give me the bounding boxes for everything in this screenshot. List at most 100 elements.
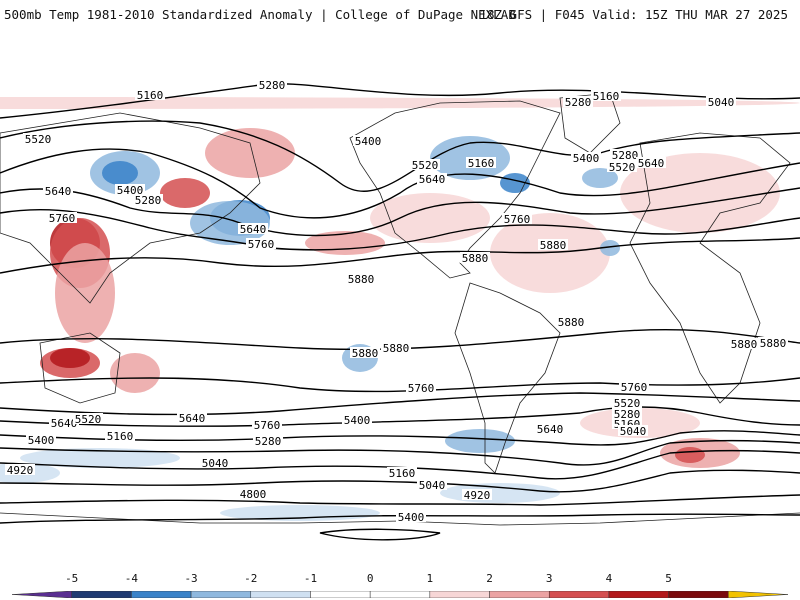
contour-label: 5400 bbox=[28, 434, 55, 447]
contour-label: 5880 bbox=[760, 337, 787, 350]
anomaly-area bbox=[582, 168, 618, 188]
contour-label: 5160 bbox=[107, 430, 134, 443]
colorbar-segment bbox=[369, 591, 431, 598]
contour-label: 5280 bbox=[612, 149, 639, 162]
contour-label: 5880 bbox=[383, 342, 410, 355]
colorbar-tick-label: -3 bbox=[184, 572, 198, 585]
map-header: 500mb Temp 1981-2010 Standardized Anomal… bbox=[0, 0, 800, 32]
colorbar-tick-label: 5 bbox=[665, 572, 672, 585]
contour-label: 5520 bbox=[614, 397, 641, 410]
colorbar-segment bbox=[131, 591, 192, 598]
anomaly-area bbox=[620, 153, 780, 233]
colorbar-tick-label: 3 bbox=[545, 572, 553, 585]
contour-label: 5760 bbox=[254, 419, 281, 432]
contour-label: 5880 bbox=[462, 252, 489, 265]
contour-label: 5400 bbox=[344, 414, 371, 427]
contour-line bbox=[0, 406, 800, 427]
contour-line bbox=[0, 83, 800, 119]
anomaly-area bbox=[20, 448, 180, 468]
contour-label: 5520 bbox=[412, 159, 439, 172]
contour-label: 5400 bbox=[117, 184, 144, 197]
colorbar-segment bbox=[608, 591, 669, 598]
contour-label: 5040 bbox=[419, 479, 446, 492]
colorbar-segment bbox=[429, 591, 490, 598]
contour-line bbox=[0, 148, 800, 219]
anomaly-area bbox=[675, 447, 705, 463]
anomaly-colorbar: -5 -4 -3 -2 -1 0 1 2 3 4 5 bbox=[0, 572, 800, 600]
contour-label: 4920 bbox=[7, 464, 34, 477]
contour-label: 5520 bbox=[609, 161, 636, 174]
contour-line bbox=[0, 392, 800, 416]
height-contours bbox=[0, 83, 800, 541]
contour-label: 5640 bbox=[240, 223, 267, 236]
asia-outline bbox=[0, 112, 261, 304]
contour-label: 5040 bbox=[620, 425, 647, 438]
anomaly-area bbox=[370, 193, 490, 243]
colorbar-segment bbox=[310, 591, 371, 598]
colorbar-tick-label: 1 bbox=[426, 572, 434, 585]
anomaly-area bbox=[160, 178, 210, 208]
anomaly-area bbox=[205, 128, 295, 178]
contour-label: 5040 bbox=[202, 457, 229, 470]
colorbar-tick-label: -1 bbox=[303, 572, 318, 585]
contour-label: 5640 bbox=[45, 185, 72, 198]
contour-line bbox=[0, 328, 800, 351]
contour-line bbox=[0, 120, 800, 192]
colorbar-segment bbox=[190, 591, 252, 598]
anomaly-area bbox=[50, 348, 90, 368]
contour-label: 5160 bbox=[389, 467, 416, 480]
contour-line bbox=[0, 439, 800, 466]
contour-label: 5760 bbox=[49, 212, 76, 225]
contour-label: 4920 bbox=[464, 489, 491, 502]
contour-line bbox=[0, 469, 800, 493]
contour-label: 5880 bbox=[540, 239, 567, 252]
colorbar-segment bbox=[71, 591, 132, 598]
contour-line bbox=[319, 528, 441, 541]
colorbar-segment bbox=[12, 591, 72, 598]
contour-label: 5400 bbox=[355, 135, 382, 148]
colorbar-tick-label: -4 bbox=[124, 572, 138, 585]
contour-label: 5880 bbox=[558, 316, 585, 329]
australia-outline bbox=[39, 332, 121, 404]
contour-label: 5640 bbox=[179, 412, 206, 425]
contour-label: 5880 bbox=[352, 347, 379, 360]
contour-label: 5760 bbox=[504, 213, 531, 226]
contour-label: 5760 bbox=[248, 238, 275, 251]
anomaly-area bbox=[102, 161, 138, 185]
contour-label: 5520 bbox=[75, 413, 102, 426]
colorbar-tick-label: 2 bbox=[486, 572, 493, 585]
colorbar-segment bbox=[728, 591, 788, 598]
contour-label: 5160 bbox=[137, 89, 164, 102]
contour-label: 5280 bbox=[565, 96, 592, 109]
contour-label: 5280 bbox=[259, 79, 286, 92]
contour-label: 5640 bbox=[638, 157, 665, 170]
contour-label: 5880 bbox=[731, 338, 758, 351]
contour-label: 5760 bbox=[621, 381, 648, 394]
anomaly-area bbox=[55, 243, 115, 343]
contour-label: 5400 bbox=[573, 152, 600, 165]
contour-label: 5640 bbox=[51, 417, 78, 430]
europe-africa-outline bbox=[629, 132, 791, 404]
contour-label: 5280 bbox=[255, 435, 282, 448]
colorbar-scale bbox=[12, 591, 788, 598]
anomaly-map: 5160 5280 5520 5640 5400 5280 5760 5640 5760 5880… bbox=[0, 43, 800, 560]
contour-line bbox=[0, 430, 800, 446]
contour-label: 5280 bbox=[614, 408, 641, 421]
colorbar-labels: -5 -4 -3 -2 -1 0 1 2 3 4 5 bbox=[0, 572, 800, 586]
contour-label: 4800 bbox=[240, 488, 267, 501]
anomaly-area bbox=[600, 240, 620, 256]
anomaly-area bbox=[305, 231, 385, 255]
contour-line bbox=[0, 449, 800, 480]
model-run-info: 18Z GFS | F045 Valid: 15Z THU MAR 27 202… bbox=[479, 7, 788, 22]
south-america-outline bbox=[454, 282, 561, 474]
contour-label: 5280 bbox=[135, 194, 162, 207]
contour-label: 5400 bbox=[398, 511, 425, 524]
colorbar-segment bbox=[668, 591, 729, 598]
contour-label: 5520 bbox=[25, 133, 52, 146]
contour-line bbox=[0, 209, 800, 251]
contour-line bbox=[0, 237, 800, 274]
colorbar-tick-label: -5 bbox=[65, 572, 79, 585]
contour-label: 5640 bbox=[537, 423, 564, 436]
anomaly-area bbox=[440, 483, 560, 503]
